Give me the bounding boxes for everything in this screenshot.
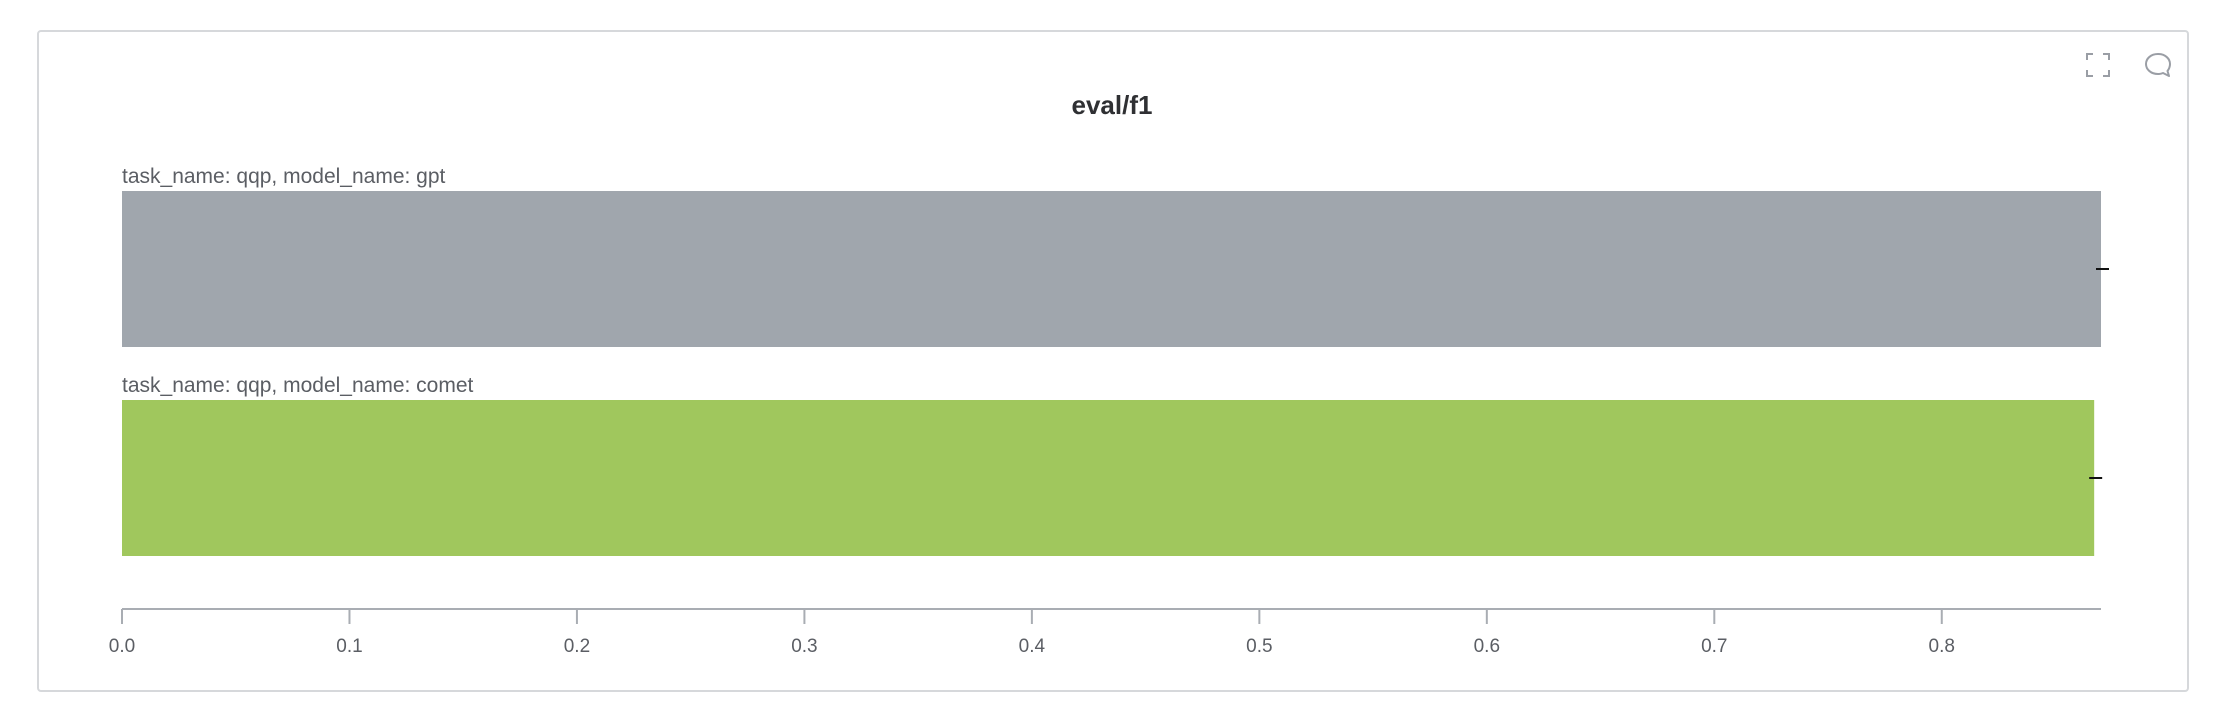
bars-layer: task_name: qqp, model_name: gpt task_name… [122,165,2109,556]
x-tick-label: 0.1 [336,636,362,657]
bar[interactable] [122,191,2101,347]
x-tick-label: 0.3 [791,636,817,657]
chart-panel [37,30,2189,692]
x-tick-label: 0.6 [1474,636,1500,657]
x-axis: 0.0 0.1 0.2 0.3 0.4 0.5 0.6 0.7 0.8 [109,608,2101,657]
fullscreen-icon [2086,53,2110,77]
x-tick-label: 0.4 [1019,636,1046,657]
bar-label: task_name: qqp, model_name: gpt [122,165,446,188]
x-tick-label: 0.7 [1701,636,1727,657]
bar[interactable] [122,400,2095,556]
bar-label: task_name: qqp, model_name: comet [122,374,474,397]
x-tick-label: 0.2 [564,636,590,657]
comment-button[interactable] [2143,50,2173,80]
x-tick-label: 0.0 [109,636,135,657]
fullscreen-button[interactable] [2083,50,2113,80]
chart-title: eval/f1 [1072,90,1153,120]
x-tick-label: 0.5 [1246,636,1272,657]
x-tick-label: 0.8 [1929,636,1955,657]
comment-icon [2145,53,2171,77]
panel-actions [2083,50,2187,80]
